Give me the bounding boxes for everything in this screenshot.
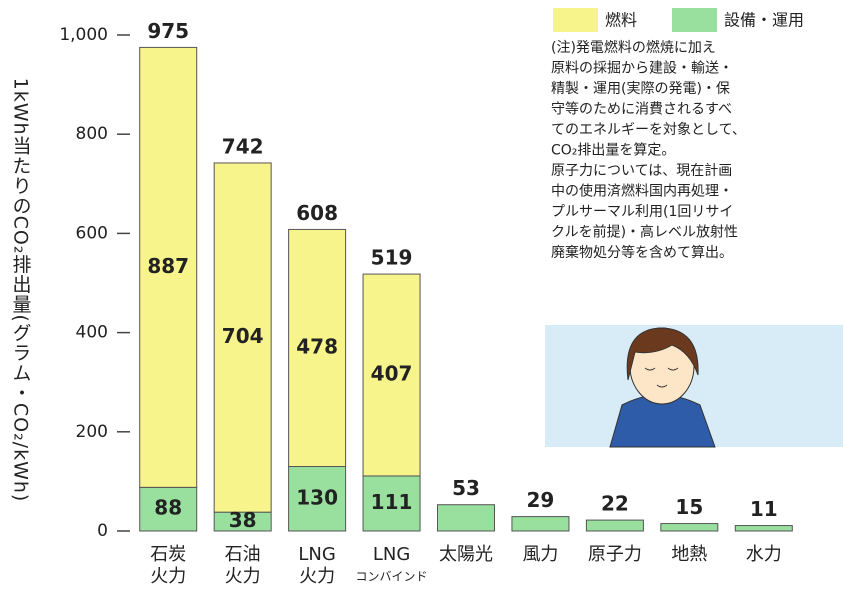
note-line: プルサーマル利用(1回リサイ xyxy=(551,204,733,220)
x-tick-label: LNG xyxy=(373,544,410,565)
x-tick-label: 火力 xyxy=(225,566,261,587)
y-tick-label: 800 xyxy=(76,124,108,144)
value-label: 478 xyxy=(296,334,338,358)
x-tick-label: コンバインド xyxy=(356,570,428,584)
total-label: 11 xyxy=(750,497,778,521)
x-tick-label: 風力 xyxy=(522,544,558,565)
value-label: 88 xyxy=(154,496,182,520)
total-label: 608 xyxy=(296,201,338,225)
legend-label: 燃料 xyxy=(605,11,637,30)
total-label: 22 xyxy=(601,492,629,516)
y-tick-label: 200 xyxy=(76,422,108,442)
bar-segment xyxy=(512,517,569,531)
x-tick-label: 太陽光 xyxy=(439,544,493,565)
x-tick-label: 水力 xyxy=(746,544,782,565)
total-label: 29 xyxy=(527,488,555,512)
x-tick-label: 原子力 xyxy=(588,544,642,565)
note-line: 原料の採掘から建設・輸送・ xyxy=(551,61,733,77)
value-label: 111 xyxy=(371,490,413,514)
bar-segment xyxy=(586,520,643,531)
x-tick-label: 石炭 xyxy=(150,544,186,565)
x-tick-label: 地熱 xyxy=(671,544,707,565)
note-line: クルを前提)・高レベル放射性 xyxy=(551,224,738,241)
value-label: 887 xyxy=(147,254,189,278)
y-axis-label: 1kWh当たりのCO₂排出量(グラム・CO₂/kWh) xyxy=(10,78,32,503)
bar-segment xyxy=(661,524,718,531)
x-tick-label: 石油 xyxy=(225,544,261,565)
bar-segment xyxy=(735,526,792,531)
total-label: 742 xyxy=(222,134,264,158)
y-tick-label: 600 xyxy=(76,223,108,243)
note-line: 廃棄物処分等を含めて算出。 xyxy=(551,244,733,261)
value-label: 407 xyxy=(371,362,413,386)
value-label: 704 xyxy=(222,324,264,348)
bar-segment xyxy=(438,505,495,531)
total-label: 975 xyxy=(147,19,189,43)
total-label: 53 xyxy=(452,476,480,500)
total-label: 519 xyxy=(371,246,413,270)
legend-swatch xyxy=(672,8,717,32)
x-tick-label: LNG xyxy=(298,544,335,565)
note-line: CO₂排出量を算定。 xyxy=(551,143,675,159)
y-tick-label: 1,000 xyxy=(59,25,108,45)
illustration xyxy=(545,325,843,447)
note-line: 精製・運用(実際の発電)・保 xyxy=(551,81,730,97)
chart: 1kWh当たりのCO₂排出量(グラム・CO₂/kWh) 0 200 400 600 80… xyxy=(0,0,845,596)
x-tick-label: 火力 xyxy=(150,566,186,587)
y-tick-label: 0 xyxy=(97,521,108,541)
x-tick-label: 火力 xyxy=(299,566,335,587)
note-line: 中の使用済燃料国内再処理・ xyxy=(551,183,733,200)
legend-label: 設備・運用 xyxy=(724,11,804,30)
value-label: 130 xyxy=(296,485,338,509)
total-label: 15 xyxy=(675,495,703,519)
y-tick-label: 400 xyxy=(76,323,108,343)
note-line: (注)発電燃料の燃焼に加え xyxy=(551,39,716,56)
note-line: 守等のために消費されるすべ xyxy=(551,101,732,118)
note-line: てのエネルギーを対象として、 xyxy=(551,122,746,138)
note-line: 原子力については、現在計画 xyxy=(551,163,732,179)
value-label: 38 xyxy=(229,508,257,532)
legend-swatch xyxy=(553,8,598,32)
